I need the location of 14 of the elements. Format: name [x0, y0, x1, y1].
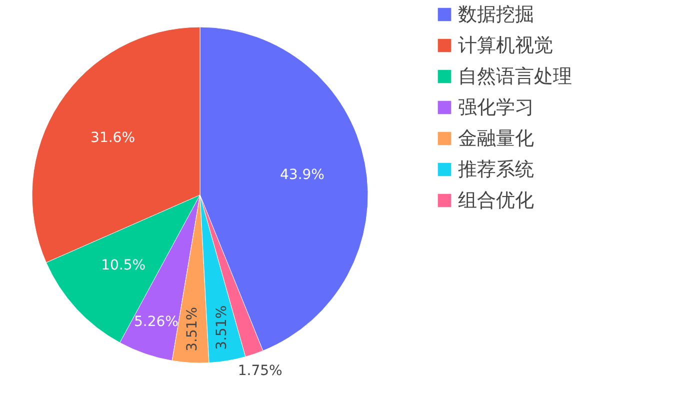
- data-label: 43.9%: [280, 167, 324, 184]
- data-label: 1.75%: [238, 363, 282, 380]
- legend-label: 推荐系统: [458, 158, 534, 180]
- legend-label: 组合优化: [458, 190, 534, 212]
- data-label: 10.5%: [101, 258, 146, 274]
- legend-label: 金融量化: [458, 128, 534, 150]
- data-label: 31.6%: [90, 130, 136, 146]
- data-label: 3.51%: [214, 305, 230, 350]
- legend-label: 数据挖掘: [458, 4, 534, 26]
- data-label: 5.26%: [134, 314, 178, 330]
- legend-label: 自然语言处理: [458, 66, 572, 88]
- data-label: 3.51%: [184, 306, 200, 352]
- legend-label: 计算机视觉: [458, 34, 553, 56]
- legend-label: 强化学习: [458, 96, 534, 118]
